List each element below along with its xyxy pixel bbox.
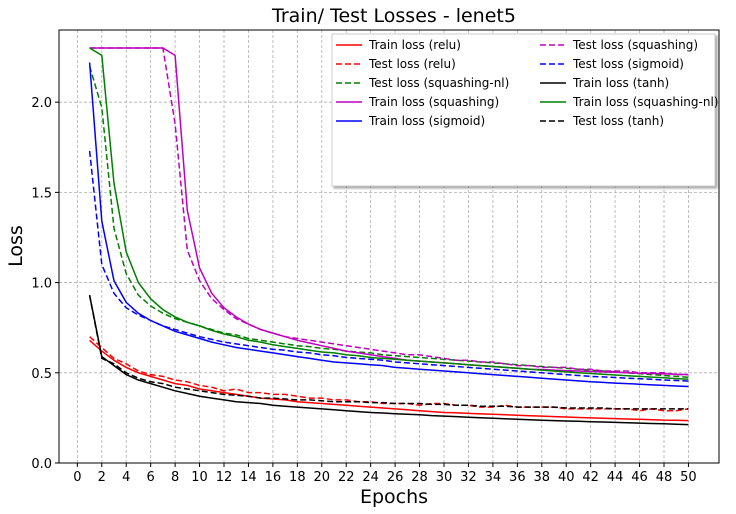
x-tick-label: 0 <box>73 470 81 485</box>
legend-label: Test loss (tanh) <box>572 114 664 128</box>
series-line-0 <box>89 339 689 422</box>
x-tick-label: 38 <box>534 470 551 485</box>
y-axis-ticks: 0.0 0.5 1.0 1.5 2.0 <box>31 96 59 472</box>
series-line-9 <box>88 295 689 410</box>
x-tick-label: 8 <box>171 470 179 485</box>
legend-label: Train loss (sigmoid) <box>368 114 485 128</box>
series-lines <box>88 47 689 426</box>
legend-box <box>331 33 716 187</box>
x-tick-label: 20 <box>314 470 331 485</box>
x-tick-label: 22 <box>338 470 355 485</box>
legend-label: Train loss (relu) <box>368 38 461 52</box>
x-tick-label: 36 <box>509 470 526 485</box>
x-tick-label: 14 <box>240 470 257 485</box>
legend-label: Test loss (squashing-nl) <box>368 76 509 90</box>
x-tick-label: 44 <box>607 470 624 485</box>
x-tick-label: 24 <box>362 470 379 485</box>
legend-label: Train loss (tanh) <box>572 76 669 90</box>
x-tick-label: 6 <box>147 470 155 485</box>
x-tick-label: 48 <box>656 470 673 485</box>
x-tick-label: 46 <box>631 470 648 485</box>
legend: Train loss (relu) Test loss (relu) Test lo… <box>331 33 718 187</box>
x-tick-label: 50 <box>680 470 697 485</box>
y-axis-title: Loss <box>5 225 27 267</box>
legend-label: Train loss (squashing-nl) <box>572 95 718 109</box>
chart-title: Train/ Test Losses - lenet5 <box>271 5 516 27</box>
x-tick-label: 32 <box>460 470 477 485</box>
series-line-3 <box>89 47 689 376</box>
y-tick-label: 0.5 <box>31 367 52 382</box>
x-tick-label: 10 <box>191 470 208 485</box>
legend-label: Test loss (squashing) <box>572 38 698 52</box>
x-tick-label: 26 <box>387 470 404 485</box>
x-tick-label: 42 <box>582 470 599 485</box>
legend-label: Train loss (squashing) <box>368 95 499 109</box>
series-line-8 <box>89 47 689 381</box>
series-line-7 <box>88 295 689 426</box>
y-tick-label: 1.5 <box>31 186 52 201</box>
series-line-6 <box>88 150 689 382</box>
x-tick-label: 2 <box>98 470 106 485</box>
y-tick-label: 2.0 <box>31 96 52 111</box>
y-tick-label: 1.0 <box>31 277 52 292</box>
series-line-1 <box>89 336 689 412</box>
series-line-5 <box>89 47 689 376</box>
x-tick-label: 12 <box>216 470 233 485</box>
x-axis-ticks: 0 2 4 6 8 10 12 14 16 18 20 22 24 26 28 30 32 34 36 38 40 42 4… <box>73 463 697 485</box>
plot-frame <box>58 29 720 464</box>
x-tick-label: 40 <box>558 470 575 485</box>
legend-label: Test loss (sigmoid) <box>572 57 684 71</box>
x-tick-label: 34 <box>485 470 502 485</box>
x-tick-label: 4 <box>122 470 130 485</box>
x-axis-title: Epochs <box>360 486 428 508</box>
y-tick-label: 0.0 <box>31 457 52 472</box>
x-tick-label: 30 <box>436 470 453 485</box>
x-tick-label: 28 <box>411 470 428 485</box>
series-line-4 <box>88 62 689 388</box>
x-tick-label: 18 <box>289 470 306 485</box>
legend-label: Test loss (relu) <box>368 57 456 71</box>
x-tick-label: 16 <box>265 470 282 485</box>
